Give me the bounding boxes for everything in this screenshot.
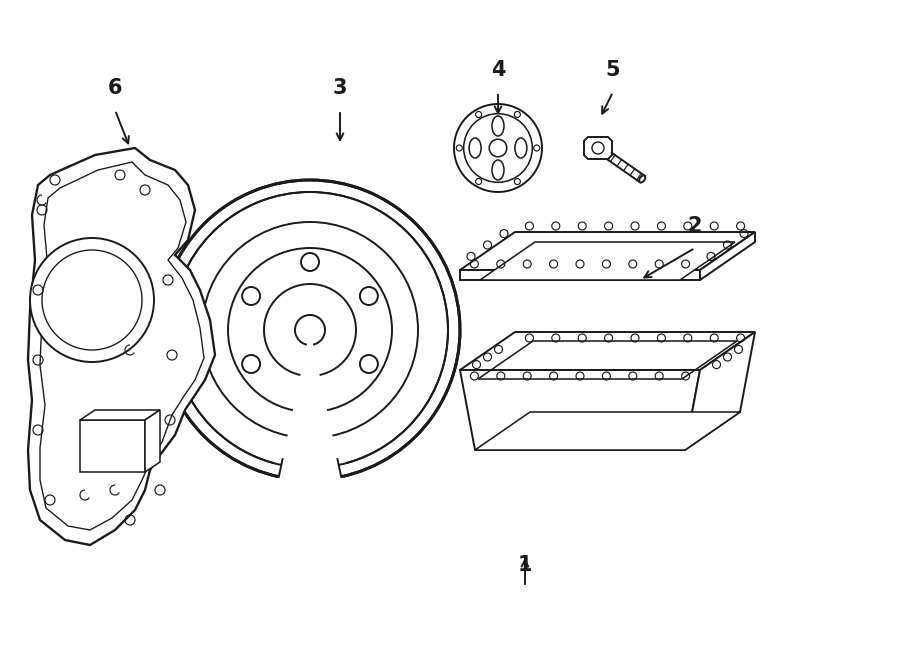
Circle shape bbox=[454, 104, 542, 192]
Polygon shape bbox=[80, 420, 145, 472]
Circle shape bbox=[515, 112, 520, 118]
Ellipse shape bbox=[492, 160, 504, 180]
Circle shape bbox=[228, 248, 392, 412]
Ellipse shape bbox=[639, 175, 645, 182]
Circle shape bbox=[360, 355, 378, 373]
Circle shape bbox=[301, 253, 319, 271]
Polygon shape bbox=[145, 410, 160, 472]
Circle shape bbox=[475, 112, 482, 118]
Circle shape bbox=[490, 139, 507, 157]
Text: 1: 1 bbox=[518, 555, 532, 575]
Circle shape bbox=[301, 389, 319, 407]
Polygon shape bbox=[460, 232, 755, 270]
Circle shape bbox=[242, 355, 260, 373]
Polygon shape bbox=[28, 148, 215, 545]
Text: 3: 3 bbox=[333, 78, 347, 98]
Text: 5: 5 bbox=[606, 60, 620, 80]
Circle shape bbox=[172, 192, 448, 468]
Ellipse shape bbox=[492, 116, 504, 136]
Text: 6: 6 bbox=[108, 78, 122, 98]
Wedge shape bbox=[278, 330, 342, 485]
Circle shape bbox=[360, 287, 378, 305]
Text: 2: 2 bbox=[688, 216, 702, 236]
Circle shape bbox=[30, 238, 154, 362]
Circle shape bbox=[264, 284, 356, 376]
Polygon shape bbox=[475, 412, 740, 450]
Polygon shape bbox=[480, 242, 735, 280]
Polygon shape bbox=[80, 410, 160, 420]
Circle shape bbox=[242, 287, 260, 305]
Circle shape bbox=[515, 178, 520, 184]
Circle shape bbox=[456, 145, 463, 151]
Ellipse shape bbox=[469, 138, 482, 158]
Polygon shape bbox=[460, 332, 755, 370]
Circle shape bbox=[475, 178, 482, 184]
Text: 4: 4 bbox=[491, 60, 505, 80]
Circle shape bbox=[534, 145, 540, 151]
Polygon shape bbox=[460, 270, 700, 280]
Polygon shape bbox=[685, 332, 755, 450]
Polygon shape bbox=[584, 137, 612, 159]
Polygon shape bbox=[460, 370, 700, 450]
Circle shape bbox=[295, 315, 325, 345]
Ellipse shape bbox=[515, 138, 526, 158]
Circle shape bbox=[202, 222, 418, 438]
Polygon shape bbox=[700, 232, 755, 280]
